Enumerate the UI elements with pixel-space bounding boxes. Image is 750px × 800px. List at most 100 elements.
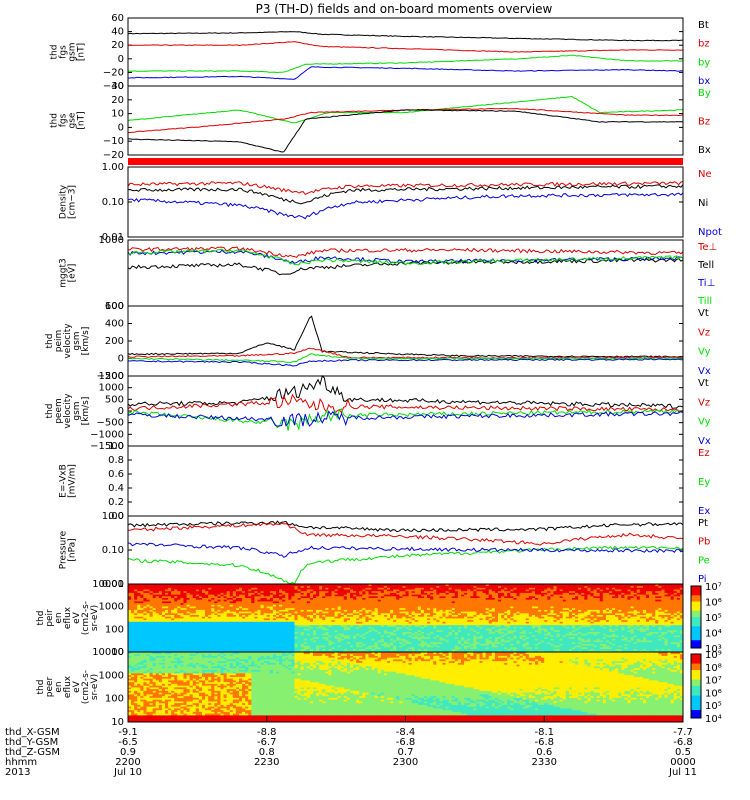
heatmap-cell xyxy=(232,641,237,644)
heatmap-cell xyxy=(192,645,197,648)
heatmap-cell xyxy=(294,618,298,621)
heatmap-cell xyxy=(192,638,197,641)
ytick-label: 10 xyxy=(111,109,124,120)
heatmap-cell xyxy=(235,597,240,600)
heatmap-cell xyxy=(208,584,212,587)
heatmap-cell xyxy=(272,640,277,643)
heatmap-cell xyxy=(356,584,360,587)
heatmap-cell xyxy=(158,584,163,587)
heatmap-cell xyxy=(282,611,286,614)
heatmap-cell xyxy=(149,645,154,648)
heatmap-cell xyxy=(343,589,348,592)
heatmap-cell xyxy=(143,645,147,648)
heatmap-cell xyxy=(217,594,221,597)
heatmap-cell xyxy=(316,645,320,648)
heatmap-cell xyxy=(309,589,314,592)
heatmap-cell xyxy=(202,590,206,593)
heatmap-cell xyxy=(319,602,323,605)
heatmap-cell xyxy=(198,594,203,597)
heatmap-cell xyxy=(257,629,261,632)
heatmap-cell xyxy=(158,599,163,602)
heatmap-cell xyxy=(189,629,194,632)
heatmap-cell xyxy=(294,609,298,612)
heatmap-cell xyxy=(288,643,292,646)
heatmap-cell xyxy=(168,590,172,593)
heatmap-cell xyxy=(309,614,314,617)
heatmap-cell xyxy=(205,621,209,624)
heatmap-cell xyxy=(365,597,369,600)
heatmap-cell xyxy=(306,592,311,595)
heatmap-cell xyxy=(350,641,354,644)
heatmap-cell xyxy=(325,585,329,588)
heatmap-cell xyxy=(316,648,320,651)
heatmap-cell xyxy=(165,607,169,610)
heatmap-cell xyxy=(208,623,212,626)
heatmap-cell xyxy=(346,592,351,595)
heatmap-cell xyxy=(353,628,357,631)
heatmap-cell xyxy=(340,584,345,587)
heatmap-cell xyxy=(155,601,160,604)
heatmap-cell xyxy=(149,646,154,649)
heatmap-cell xyxy=(177,602,181,605)
ylabel-line: thd xyxy=(36,611,46,626)
heatmap-cell xyxy=(291,616,295,619)
heatmap-cell xyxy=(248,595,252,598)
heatmap-cell xyxy=(322,592,326,595)
heatmap-cell xyxy=(356,640,360,643)
heatmap-cell xyxy=(362,595,366,598)
heatmap-cell xyxy=(288,636,292,639)
heatmap-cell xyxy=(202,636,206,639)
heatmap-cell xyxy=(263,585,268,588)
heatmap-cell xyxy=(217,641,221,644)
heatmap-cell xyxy=(362,607,366,610)
heatmap-cell xyxy=(359,584,363,587)
heatmap-cell xyxy=(316,629,320,632)
heatmap-cell xyxy=(294,636,298,639)
heatmap-cell xyxy=(245,648,249,651)
heatmap-cell xyxy=(223,619,228,622)
heatmap-cell xyxy=(202,584,206,587)
heatmap-cell xyxy=(288,611,292,614)
heatmap-cell xyxy=(245,624,249,627)
heatmap-cell xyxy=(134,597,138,600)
heatmap-cell xyxy=(183,609,187,612)
ytick-label: 500 xyxy=(105,394,124,405)
heatmap-cell xyxy=(208,638,212,641)
heatmap-cell xyxy=(235,643,240,646)
heatmap-cell xyxy=(198,621,203,624)
heatmap-cell xyxy=(245,602,249,605)
heatmap-cell xyxy=(359,612,363,615)
ylabel-line: gsm xyxy=(68,42,78,61)
heatmap-cell xyxy=(279,629,283,632)
heatmap-cell xyxy=(171,645,175,648)
heatmap-cell xyxy=(272,602,277,605)
heatmap-cell xyxy=(220,635,224,638)
heatmap-cell xyxy=(266,631,271,634)
heatmap-cell xyxy=(146,623,150,626)
ylabel-line: gse xyxy=(68,112,78,128)
heatmap-cell xyxy=(319,589,323,592)
heatmap-cell xyxy=(272,621,277,624)
heatmap-cell xyxy=(186,641,191,644)
heatmap-cell xyxy=(306,645,311,648)
heatmap-cell xyxy=(171,635,175,638)
heatmap-cell xyxy=(300,629,305,632)
heatmap-cell xyxy=(303,594,308,597)
heatmap-cell xyxy=(319,590,323,593)
heatmap-cell xyxy=(235,585,240,588)
heatmap-cell xyxy=(291,609,295,612)
heatmap-cell xyxy=(220,612,224,615)
heatmap-cell xyxy=(337,612,342,615)
ytick-label: 1.0 xyxy=(108,441,124,452)
heatmap-cell xyxy=(356,602,360,605)
heatmap-cell xyxy=(208,628,212,631)
heatmap-cell xyxy=(168,599,172,602)
heatmap-cell xyxy=(177,597,181,600)
heatmap-cell xyxy=(239,638,243,641)
heatmap-cell xyxy=(300,638,305,641)
heatmap-cell xyxy=(220,597,224,600)
heatmap-cell xyxy=(211,623,215,626)
heatmap-cell xyxy=(251,609,255,612)
heatmap-cell xyxy=(337,648,342,651)
